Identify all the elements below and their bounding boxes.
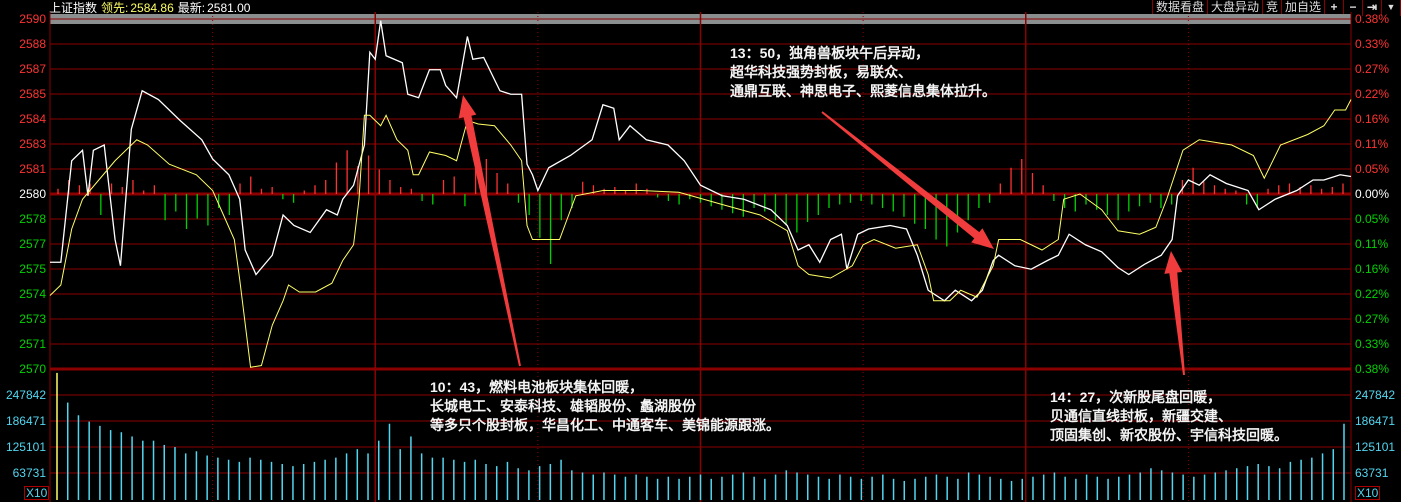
percent-tick-label: 0.05% <box>1355 162 1390 176</box>
arrow-1427 <box>1164 251 1185 376</box>
latest-value: 2581.00 <box>207 1 251 15</box>
plus-icon[interactable]: + <box>1325 0 1344 16</box>
price-tick-label: 2578 <box>19 212 46 226</box>
minus-icon[interactable]: − <box>1344 0 1363 16</box>
volume-tick-label: 63731 <box>12 465 46 480</box>
arrow-1350 <box>821 111 994 249</box>
annotation-1043: 10：43，燃料电池板块集体回暖， 长城电工、安泰科技、雄韬股份、蠡湖股份 等多… <box>430 378 780 435</box>
percent-tick-label: 0.33% <box>1355 37 1390 51</box>
latest-label: 最新: <box>177 1 206 15</box>
annotation-1427: 14：27，次新股尾盘回暖， 贝通信直线封板，新疆交建、 顶固集创、新农股份、宇… <box>1050 388 1288 445</box>
volume-tick-label: 63731 <box>1355 465 1389 480</box>
volume-tick-label: 125101 <box>1355 440 1396 454</box>
annotation-line: 长城电工、安泰科技、雄韬股份、蠡湖股份 <box>430 398 696 414</box>
percent-tick-label: 0.38% <box>1355 362 1390 376</box>
price-tick-label: 2574 <box>19 287 46 301</box>
percent-tick-label: 0.22% <box>1355 87 1390 101</box>
index-name: 上证指数 <box>49 1 98 15</box>
percent-tick-label: 0.16% <box>1355 112 1390 126</box>
percent-tick-label: 0.27% <box>1355 312 1390 326</box>
price-tick-label: 2570 <box>19 362 46 376</box>
annotation-line: 13：50，独角兽板块午后异动， <box>730 45 930 61</box>
annotation-line: 等多只个股封板，华昌化工、中通客车、美锦能源跟涨。 <box>430 417 780 433</box>
skip-to-end-icon[interactable]: ⇥ <box>1363 0 1382 16</box>
lead-value: 2584.86 <box>130 1 174 15</box>
price-tick-label: 2583 <box>19 137 46 151</box>
price-tick-label: 2587 <box>19 62 46 76</box>
percent-tick-label: 0.11% <box>1355 237 1389 251</box>
price-tick-label: 2585 <box>19 87 46 101</box>
volume-tick-label: 186471 <box>5 414 46 428</box>
volume-tick-label: 186471 <box>1355 414 1396 428</box>
price-tick-label: 2590 <box>19 12 46 26</box>
arrow-1043 <box>458 95 521 367</box>
volume-tick-label: 125101 <box>5 440 46 454</box>
volume-tick-label: 247842 <box>1355 387 1396 402</box>
annotation-1350: 13：50，独角兽板块午后异动， 超华科技强势封板，易联众、 通鼎互联、神思电子… <box>730 44 996 101</box>
annotation-line: 14：27，次新股尾盘回暖， <box>1050 389 1222 405</box>
price-tick-label: 2584 <box>19 112 46 126</box>
percent-tick-label: 0.27% <box>1355 62 1390 76</box>
price-tick-label: 2577 <box>19 237 46 251</box>
lead-line <box>49 99 1352 368</box>
percent-tick-label: 0.38% <box>1355 12 1390 26</box>
price-tick-label: 2588 <box>19 37 46 51</box>
annotation-line: 超华科技强势封板，易联众、 <box>730 64 912 80</box>
annotation-line: 通鼎互联、神思电子、熙菱信息集体拉升。 <box>730 83 996 99</box>
percent-tick-label: 0.16% <box>1355 262 1390 276</box>
data-view-button[interactable]: 数据看盘 <box>1153 0 1208 16</box>
lead-label: 领先: <box>101 1 129 15</box>
price-tick-label: 2580 <box>19 187 46 201</box>
volume-unit-label: X10 <box>24 486 50 500</box>
percent-tick-label: 0.33% <box>1355 337 1390 351</box>
percent-tick-label: 0.00% <box>1355 187 1390 201</box>
percent-tick-label: 0.22% <box>1355 287 1390 301</box>
percent-tick-label: 0.11% <box>1355 137 1389 151</box>
header-bar: 上证指数 领先: 2584.86 最新: 2581.00 数据看盘 大盘异动 竞 加自选… <box>0 0 1401 16</box>
price-tick-label: 2573 <box>19 312 46 326</box>
price-line <box>50 20 1352 302</box>
volume-unit-label: X10 <box>1355 486 1381 500</box>
annotation-line: 顶固集创、新农股份、宇信科技回暖。 <box>1050 427 1288 443</box>
annotation-line: 10：43，燃料电池板块集体回暖， <box>430 379 644 395</box>
market-moves-button[interactable]: 大盘异动 <box>1208 0 1263 16</box>
percent-tick-label: 0.05% <box>1355 212 1390 226</box>
price-tick-label: 2575 <box>19 262 46 276</box>
annotation-line: 贝通信直线封板，新疆交建、 <box>1050 408 1232 424</box>
index-title: 上证指数 领先: 2584.86 最新: 2581.00 <box>49 0 254 16</box>
toolbar: 数据看盘 大盘异动 竞 加自选 + − ⇥ ▼ <box>1151 0 1401 16</box>
auction-button[interactable]: 竞 <box>1263 0 1282 16</box>
volume-tick-label: 247842 <box>5 387 46 402</box>
price-tick-label: 2581 <box>19 162 46 176</box>
add-watchlist-button[interactable]: 加自选 <box>1282 0 1325 16</box>
price-tick-label: 2571 <box>19 337 46 351</box>
